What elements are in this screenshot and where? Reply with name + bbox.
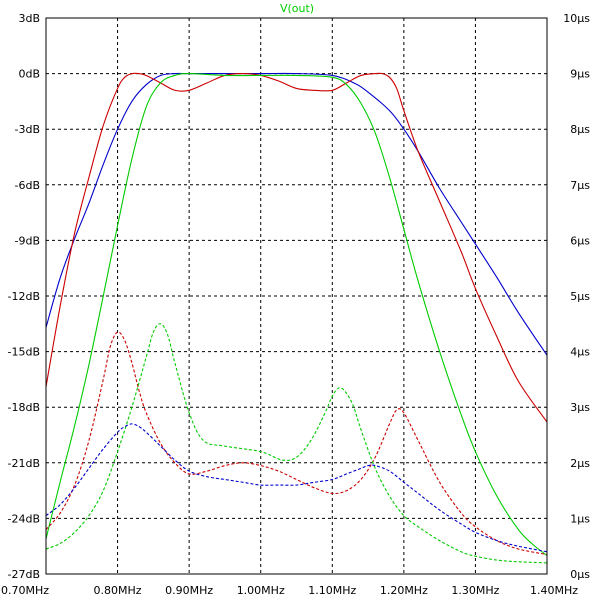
- y-right-tick-label: 6µs: [570, 234, 590, 247]
- y-right-tick-label: 0µs: [570, 568, 590, 581]
- magnitude-series-0: [45, 72, 548, 356]
- y-right-tick-label: 5µs: [570, 290, 590, 303]
- y-left-tick-label: -24dB: [8, 512, 41, 525]
- group-delay-series-5: [45, 423, 548, 553]
- grid: [46, 18, 547, 574]
- series-layer: [45, 72, 548, 564]
- y-right-tick-label: 1µs: [570, 512, 590, 525]
- y-right-tick-label: 4µs: [570, 346, 590, 359]
- x-tick-label: 0.90MHz: [165, 584, 213, 597]
- chart-title: V(out): [280, 2, 314, 15]
- y-left-tick-label: -21dB: [8, 457, 41, 470]
- y-left-tick-label: -3dB: [15, 123, 41, 136]
- x-tick-label: 1.20MHz: [380, 584, 428, 597]
- x-tick-label: 0.70MHz: [1, 584, 49, 597]
- tick-labels: 0.70MHz 0.80MHz 0.90MHz 1.00MHz 1.10MHz 1.20M…: [1, 12, 590, 597]
- y-right-tick-label: 10µs: [563, 12, 590, 25]
- y-right-tick-label: 9µs: [570, 68, 590, 81]
- y-left-tick-label: 3dB: [18, 12, 40, 25]
- y-left-tick-label: -27dB: [8, 568, 41, 581]
- plot-frame: [45, 17, 548, 575]
- group-delay-series-4: [45, 323, 548, 564]
- y-left-tick-label: -18dB: [8, 401, 41, 414]
- x-tick-label: 0.80MHz: [94, 584, 142, 597]
- y-left-tick-label: -12dB: [8, 290, 41, 303]
- magnitude-series-2: [45, 73, 548, 556]
- x-tick-label: 1.00MHz: [237, 584, 285, 597]
- x-tick-label: 1.40MHz: [530, 584, 578, 597]
- x-tick-label: 1.10MHz: [308, 584, 356, 597]
- y-right-tick-label: 3µs: [570, 401, 590, 414]
- y-right-tick-label: 7µs: [570, 179, 590, 192]
- x-tick-label: 1.30MHz: [451, 584, 499, 597]
- y-right-tick-label: 2µs: [570, 457, 590, 470]
- group-delay-series-3: [45, 331, 548, 556]
- y-left-tick-label: -6dB: [15, 179, 41, 192]
- y-left-tick-label: 0dB: [18, 68, 40, 81]
- y-left-tick-label: -15dB: [8, 346, 41, 359]
- magnitude-series-1: [45, 72, 548, 423]
- y-right-tick-label: 8µs: [570, 123, 590, 136]
- y-left-tick-label: -9dB: [15, 234, 41, 247]
